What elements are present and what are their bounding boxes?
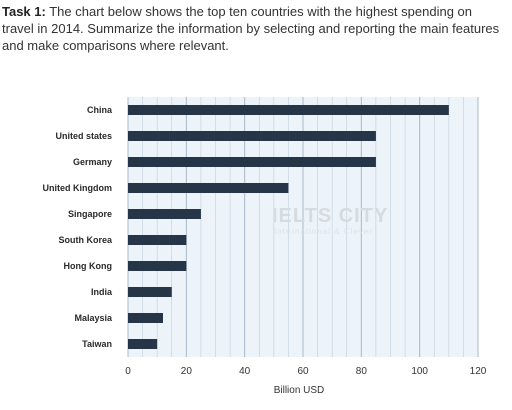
bar xyxy=(128,105,449,115)
task-prompt: Task 1: The chart below shows the top te… xyxy=(2,3,502,54)
category-label: United states xyxy=(55,131,112,141)
task-text: The chart below shows the top ten countr… xyxy=(2,4,500,53)
bars xyxy=(128,105,449,349)
category-label: Singapore xyxy=(68,209,112,219)
bar xyxy=(128,235,187,245)
chart-svg: IELTS CITY International & Clever China U… xyxy=(43,97,487,396)
category-label: Germany xyxy=(73,157,112,167)
bar xyxy=(128,339,158,349)
category-label: China xyxy=(87,105,113,115)
category-label: Malaysia xyxy=(74,313,113,323)
bar xyxy=(128,209,201,219)
x-tick-label: 120 xyxy=(470,366,487,377)
category-label: South Korea xyxy=(58,235,112,245)
category-label: Taiwan xyxy=(82,339,112,349)
category-label: India xyxy=(91,287,113,297)
bar xyxy=(128,183,289,193)
bar xyxy=(128,157,376,167)
x-tick-label: 80 xyxy=(356,366,368,377)
x-tick-label: 20 xyxy=(181,366,193,377)
x-tick-label: 100 xyxy=(411,366,428,377)
watermark-tagline: International & Clever xyxy=(274,227,373,236)
category-labels: China United states Germany United Kingdom S… xyxy=(43,105,113,349)
watermark: IELTS CITY International & Clever xyxy=(272,205,388,236)
x-tick-label: 60 xyxy=(297,366,309,377)
bar xyxy=(128,261,187,271)
x-tick-label: 0 xyxy=(125,366,131,377)
bar-chart: IELTS CITY International & Clever China U… xyxy=(0,80,512,405)
bar xyxy=(128,287,172,297)
x-tick-labels: 0 20 40 60 80 100 120 xyxy=(125,366,487,377)
category-label: United Kingdom xyxy=(43,183,113,193)
bar xyxy=(128,313,163,323)
watermark-brand: IELTS CITY xyxy=(272,205,388,227)
bar xyxy=(128,131,376,141)
task-label: Task 1: xyxy=(2,4,46,19)
category-label: Hong Kong xyxy=(64,261,113,271)
x-tick-label: 40 xyxy=(239,366,251,377)
x-axis-title: Billion USD xyxy=(274,385,325,396)
